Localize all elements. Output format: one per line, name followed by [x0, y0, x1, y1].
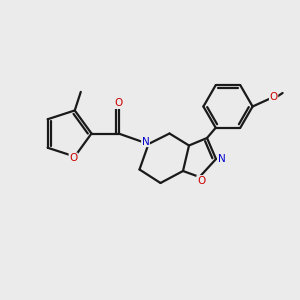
Text: O: O	[69, 153, 77, 163]
Text: O: O	[197, 176, 205, 186]
Text: O: O	[269, 92, 278, 103]
Text: O: O	[114, 98, 123, 109]
Text: N: N	[142, 136, 149, 147]
Text: N: N	[218, 154, 225, 164]
